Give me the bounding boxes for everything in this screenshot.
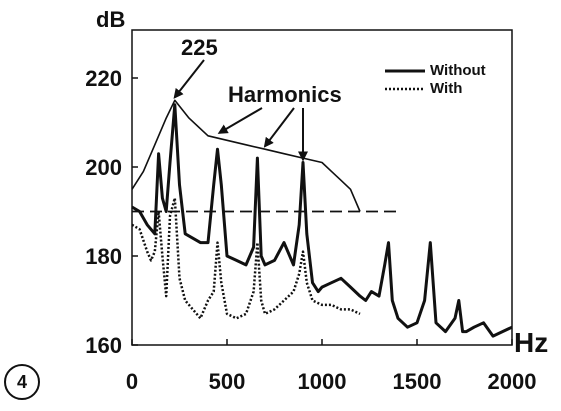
y-tick-label: 200 bbox=[85, 155, 122, 180]
annotation-arrows bbox=[173, 59, 308, 162]
x-tick-label: 1500 bbox=[393, 369, 442, 394]
series-line-envelope bbox=[131, 99, 361, 212]
panel-number-badge: 4 bbox=[4, 364, 40, 400]
legend-label-without: Without bbox=[430, 62, 486, 79]
annotation-arrow bbox=[263, 107, 295, 148]
series-layer bbox=[131, 99, 513, 338]
x-tick-label: 0 bbox=[126, 369, 138, 394]
series-line-without bbox=[131, 103, 513, 338]
legend: Without With bbox=[385, 62, 486, 97]
annotation-arrow bbox=[217, 107, 263, 134]
annotation-arrow bbox=[173, 59, 205, 99]
x-axis-unit: Hz bbox=[514, 327, 548, 358]
peak-frequency-label: 225 bbox=[181, 35, 218, 60]
harmonics-label: Harmonics bbox=[228, 82, 342, 107]
x-tick-label: 500 bbox=[209, 369, 246, 394]
y-tick-label: 220 bbox=[85, 66, 122, 91]
y-axis-unit: dB bbox=[96, 7, 125, 32]
series-line-with bbox=[131, 196, 361, 320]
legend-label-with: With bbox=[430, 80, 462, 97]
y-tick-label: 160 bbox=[85, 333, 122, 358]
y-tick-label: 180 bbox=[85, 244, 122, 269]
x-tick-label: 2000 bbox=[488, 369, 537, 394]
x-tick-label: 1000 bbox=[298, 369, 347, 394]
ticks-layer: 0 500 1000 1500 2000 160 180 200 220 bbox=[85, 66, 536, 394]
